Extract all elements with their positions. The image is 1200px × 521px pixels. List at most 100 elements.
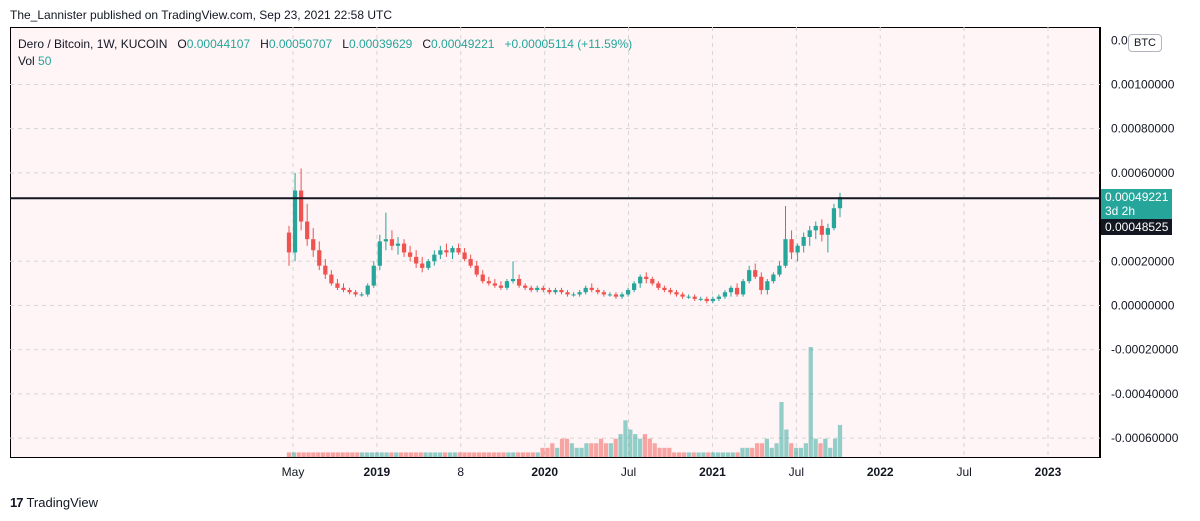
volume-bar — [530, 452, 535, 457]
volume-bar — [608, 443, 613, 457]
price-axis-border — [1100, 27, 1101, 458]
volume-bar — [511, 452, 516, 457]
candle-body — [765, 281, 770, 291]
footer-brand[interactable]: 17 TradingView — [10, 495, 98, 510]
candle-body — [504, 281, 510, 288]
candle-body — [535, 287, 540, 291]
candle-body — [680, 294, 685, 297]
volume-bar — [477, 452, 482, 457]
candle-body — [571, 294, 576, 296]
candle-body — [335, 283, 340, 288]
legend-open-label: O — [177, 37, 187, 51]
volume-bar — [340, 452, 345, 457]
volume-bar — [637, 438, 643, 457]
candle-body — [692, 296, 697, 299]
volume-bar — [389, 452, 394, 457]
candle-body — [601, 292, 606, 295]
volume-bar — [818, 443, 823, 457]
legend-low-value: 0.00039629 — [348, 37, 413, 51]
volume-bar — [652, 443, 657, 457]
legend-volume-value: 50 — [38, 54, 52, 68]
candle-body — [286, 232, 292, 253]
volume-bar — [501, 452, 506, 457]
candle-body — [789, 239, 794, 253]
volume-bar — [301, 452, 306, 457]
chart-pane[interactable] — [10, 27, 1100, 458]
volume-bar — [750, 447, 755, 457]
volume-bar — [306, 452, 311, 457]
volume-bar — [823, 438, 828, 457]
volume-bar — [579, 447, 584, 457]
candle-body — [583, 287, 588, 293]
candle-body — [595, 290, 600, 293]
currency-button[interactable]: BTC — [1128, 34, 1162, 52]
y-tick-label: 0.00100000 — [1111, 77, 1175, 91]
candle-body — [407, 252, 413, 257]
candle-body — [607, 294, 613, 296]
volume-bar — [520, 452, 526, 457]
candle-body — [819, 225, 824, 235]
candle-body — [365, 285, 370, 295]
candle-body — [813, 225, 818, 231]
candle-body — [371, 265, 376, 286]
candle-body — [710, 298, 715, 302]
candle-body — [292, 190, 298, 253]
volume-bar — [633, 434, 638, 457]
x-tick-label: 2022 — [867, 465, 894, 479]
volume-bar — [516, 452, 521, 457]
candle-body — [795, 245, 800, 253]
volume-bar — [350, 452, 355, 457]
candle-body — [456, 248, 461, 253]
candle-body — [474, 265, 479, 275]
legend-high-value: 0.00050707 — [268, 37, 333, 51]
volume-bar — [569, 443, 574, 457]
volume-bar — [740, 447, 745, 457]
volume-bar — [642, 434, 648, 457]
volume-bar — [784, 429, 789, 457]
volume-bar — [399, 452, 404, 457]
volume-bar — [681, 452, 687, 457]
volume-bar — [321, 452, 326, 457]
legend-open-value: 0.00044107 — [186, 37, 251, 51]
candle-body — [395, 243, 401, 246]
candle-body — [656, 283, 661, 288]
volume-bar — [774, 443, 779, 457]
volume-bar — [813, 438, 818, 457]
candle-body — [831, 208, 837, 229]
candle-body — [686, 296, 691, 298]
volume-bar — [735, 452, 740, 457]
volume-bar — [374, 452, 379, 457]
y-tick-label-partial: 0.0( — [1111, 33, 1132, 47]
candle-body — [462, 252, 467, 260]
candle-body — [414, 256, 419, 264]
candle-body — [510, 278, 516, 282]
candle-body — [625, 290, 631, 295]
volume-bar — [423, 452, 428, 457]
candle-body — [317, 250, 322, 266]
candle-body — [565, 292, 570, 295]
volume-bar — [550, 443, 555, 457]
published-info: The_Lannister published on TradingView.c… — [10, 8, 393, 22]
volume-bar — [706, 452, 711, 457]
volume-bar — [837, 424, 843, 457]
volume-bar — [316, 452, 321, 457]
x-tick-label: Jul — [789, 465, 804, 479]
volume-bar — [525, 452, 531, 457]
candle-body — [420, 263, 425, 268]
candle-body — [498, 285, 504, 288]
volume-bar — [442, 452, 448, 457]
volume-bar — [793, 447, 799, 457]
legend-symbol: Dero / Bitcoin, 1W, KUCOIN — [18, 37, 168, 51]
volume-bar — [540, 447, 545, 457]
candle-body — [747, 270, 752, 282]
candle-body — [837, 197, 843, 209]
y-tick-label: -0.00060000 — [1111, 431, 1179, 445]
candle-body — [783, 239, 788, 266]
volume-bar — [296, 452, 301, 457]
volume-bar — [472, 452, 477, 457]
candle-body — [450, 248, 455, 253]
legend-ohlc-row: Dero / Bitcoin, 1W, KUCOIN O0.00044107 H… — [18, 36, 632, 53]
volume-bar — [564, 438, 570, 457]
candle-body — [311, 239, 316, 251]
